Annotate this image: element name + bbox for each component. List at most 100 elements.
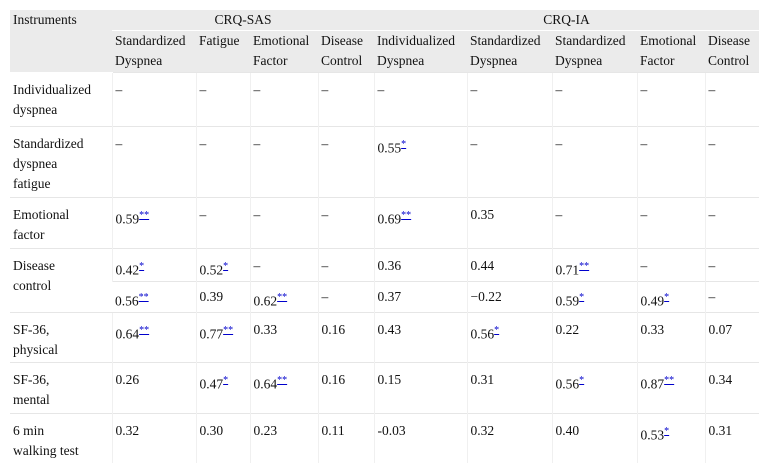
cell-value: 0.30	[199, 422, 224, 438]
significance-marker: *	[223, 260, 228, 272]
column-header: Standardized Dyspnea	[467, 30, 553, 73]
column-header-line: Standardized	[115, 33, 186, 48]
footnote-link[interactable]: **	[664, 374, 675, 386]
value-cell: 0.37	[373, 280, 468, 312]
row-label-line: Individualized	[13, 82, 91, 97]
cell-value: 0.37	[377, 288, 402, 304]
footnote-link[interactable]: **	[138, 291, 149, 303]
column-header-line: Factor	[253, 53, 288, 68]
significance-marker: **	[277, 291, 287, 303]
footnote-link[interactable]: **	[277, 291, 288, 303]
cell-value: –	[321, 207, 329, 222]
footnote-link[interactable]: **	[223, 324, 234, 336]
value-cell: 0.23	[249, 412, 318, 463]
value-cell: 0.39	[195, 280, 250, 312]
value-cell: –	[551, 72, 638, 127]
cell-value: 0.22	[555, 321, 580, 337]
cell-value: –	[253, 258, 261, 273]
cell-value: –	[555, 82, 563, 97]
row-label-line: factor	[13, 227, 45, 242]
cell-value: 0.34	[708, 371, 733, 387]
column-header-line: Dyspnea	[377, 53, 425, 68]
row-label-line: SF-36,	[13, 321, 50, 337]
value-cell: 0.30	[195, 412, 250, 463]
cell-value: –	[708, 136, 716, 151]
footnote-link[interactable]: **	[139, 324, 150, 336]
cell-value: –	[321, 288, 329, 304]
cell-value: –	[253, 136, 261, 151]
value-cell: 0.49*	[636, 280, 706, 312]
cell-value: 0.62	[253, 293, 278, 308]
cell-value: 0.47	[199, 376, 224, 391]
value-cell: 0.40	[551, 412, 638, 463]
footnote-link[interactable]: *	[664, 425, 670, 437]
cell-value: 0.64	[253, 376, 278, 391]
value-cell: 0.59*	[551, 280, 638, 312]
footnote-link[interactable]: *	[401, 139, 407, 150]
value-cell: 0.52*	[195, 248, 250, 281]
value-cell: –	[551, 197, 638, 249]
cell-value: 0.23	[253, 422, 278, 438]
value-cell: –	[317, 248, 375, 281]
cell-value: 0.33	[640, 321, 665, 337]
cell-value: –	[115, 82, 123, 97]
value-cell: −0.22	[466, 280, 553, 312]
cell-value: 0.64	[115, 326, 140, 341]
value-cell: 0.59**	[111, 197, 196, 249]
row-label-line: SF-36,	[13, 371, 50, 387]
row-label: Standardized dyspnea fatigue	[10, 126, 112, 198]
row-label-line: control	[13, 278, 52, 293]
cell-value: 0.53	[640, 427, 665, 442]
footnote-link[interactable]: *	[664, 291, 670, 303]
cell-value: –	[708, 258, 716, 273]
cell-value: 0.40	[555, 422, 580, 438]
footnote-link[interactable]: **	[579, 261, 590, 272]
value-cell: 0.44	[466, 248, 553, 281]
significance-marker: **	[579, 260, 589, 272]
footnote-link[interactable]: *	[139, 261, 145, 272]
footnote-link[interactable]: *	[579, 374, 585, 386]
significance-marker: **	[401, 209, 411, 221]
cell-value: –	[708, 207, 716, 222]
table-row: Individualized dyspnea – – – – – – – – –	[10, 72, 760, 127]
significance-marker: *	[223, 374, 228, 386]
footnote-link[interactable]: *	[579, 291, 585, 303]
cell-value: –	[640, 82, 648, 97]
table-row: 0.56** 0.39 0.62** –0.37 −0.22 0.59* 0.49* –	[10, 280, 760, 312]
column-header-line: Standardized	[470, 33, 541, 48]
cell-value: 0.33	[253, 321, 278, 337]
value-cell: –	[704, 126, 760, 198]
cell-value: 0.35	[470, 207, 495, 222]
cell-value: –	[253, 207, 261, 222]
cell-value: –	[115, 136, 123, 151]
value-cell: 0.36	[373, 248, 468, 281]
footnote-link[interactable]: **	[139, 210, 150, 221]
value-cell: 0.22	[551, 311, 638, 362]
value-cell: 0.53*	[636, 412, 706, 463]
cell-value: 0.39	[199, 288, 224, 304]
value-cell: 0.16	[317, 311, 375, 362]
footnote-link[interactable]: *	[223, 261, 229, 272]
group-header: CRQ-SAS	[112, 10, 375, 31]
significance-marker: **	[277, 374, 287, 386]
value-cell: –	[466, 72, 553, 127]
value-cell: –	[249, 126, 318, 198]
cell-value: 0.43	[377, 321, 402, 337]
value-cell: 0.55*	[373, 126, 468, 198]
value-cell: 0.32	[466, 412, 553, 463]
footnote-link[interactable]: **	[401, 210, 412, 221]
column-header-line: Emotional	[253, 33, 310, 48]
column-header-line: Control	[708, 53, 750, 68]
footnote-link[interactable]: **	[277, 374, 288, 386]
column-header: Standardized Dyspnea	[112, 30, 196, 73]
column-header-line: Dyspnea	[470, 53, 518, 68]
cell-value: 0.44	[470, 258, 495, 273]
value-cell: 0.07	[704, 311, 760, 362]
cell-value: 0.77	[199, 326, 224, 341]
value-cell: –	[636, 197, 706, 249]
cell-value: 0.32	[115, 422, 140, 438]
value-cell: –	[249, 72, 318, 127]
footnote-link[interactable]: *	[494, 324, 500, 336]
footnote-link[interactable]: *	[223, 374, 229, 386]
cell-value: 0.69	[377, 211, 402, 227]
